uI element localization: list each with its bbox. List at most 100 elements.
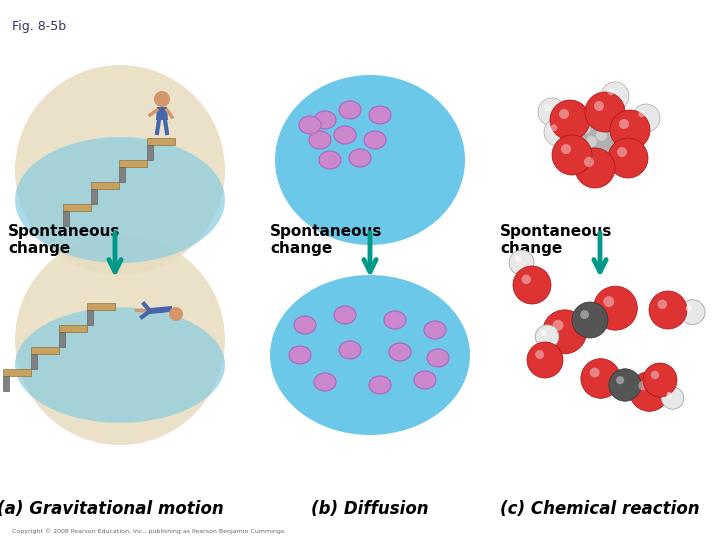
Circle shape (607, 89, 614, 95)
Circle shape (680, 300, 705, 325)
Ellipse shape (15, 235, 225, 445)
Text: (c) Chemical reaction: (c) Chemical reaction (500, 500, 700, 518)
Circle shape (632, 104, 660, 132)
Ellipse shape (314, 373, 336, 391)
Circle shape (559, 109, 569, 119)
Ellipse shape (364, 131, 386, 149)
Ellipse shape (349, 149, 371, 167)
Circle shape (509, 250, 534, 275)
Circle shape (535, 350, 544, 359)
Text: Copyright © 2008 Pearson Education, Inc., publishing as Pearson Benjamin Cumming: Copyright © 2008 Pearson Education, Inc.… (12, 528, 286, 534)
Bar (91, 189, 96, 205)
Bar (3, 369, 31, 376)
Text: Spontaneous
change: Spontaneous change (270, 224, 382, 256)
Ellipse shape (309, 131, 331, 149)
Circle shape (603, 296, 614, 307)
Ellipse shape (339, 341, 361, 359)
Text: Fig. 8-5b: Fig. 8-5b (12, 20, 66, 33)
Circle shape (515, 256, 521, 262)
Circle shape (662, 387, 684, 409)
Circle shape (572, 302, 608, 338)
Circle shape (610, 110, 650, 150)
Ellipse shape (427, 349, 449, 367)
Ellipse shape (294, 316, 316, 334)
Circle shape (541, 330, 546, 336)
Circle shape (552, 135, 592, 175)
Bar (3, 376, 9, 392)
Ellipse shape (369, 106, 391, 124)
Circle shape (541, 330, 546, 336)
Ellipse shape (289, 346, 311, 364)
Ellipse shape (314, 111, 336, 129)
Text: (b) Diffusion: (b) Diffusion (311, 500, 429, 518)
Ellipse shape (339, 101, 361, 119)
Circle shape (662, 387, 684, 409)
Circle shape (581, 359, 621, 399)
Bar (59, 326, 87, 332)
Circle shape (576, 126, 620, 170)
Ellipse shape (319, 151, 341, 169)
Circle shape (570, 113, 614, 157)
Circle shape (536, 325, 559, 348)
Circle shape (593, 286, 637, 330)
Circle shape (680, 300, 705, 325)
Circle shape (590, 368, 600, 377)
Circle shape (617, 147, 627, 157)
Circle shape (639, 110, 645, 117)
Text: Spontaneous
change: Spontaneous change (500, 224, 613, 256)
Circle shape (643, 363, 677, 397)
Circle shape (594, 101, 604, 111)
Ellipse shape (15, 307, 225, 423)
Bar (63, 211, 68, 226)
Text: Spontaneous
change: Spontaneous change (8, 224, 120, 256)
Circle shape (509, 250, 534, 275)
Text: (a) Gravitational motion: (a) Gravitational motion (0, 500, 223, 518)
Polygon shape (156, 107, 168, 120)
Circle shape (580, 310, 589, 319)
Ellipse shape (15, 65, 225, 275)
Circle shape (586, 120, 630, 164)
Circle shape (154, 91, 170, 107)
Circle shape (609, 369, 642, 401)
Circle shape (586, 136, 597, 147)
Circle shape (584, 157, 594, 167)
Ellipse shape (384, 311, 406, 329)
Ellipse shape (270, 275, 470, 435)
Bar (87, 303, 115, 310)
Bar (147, 145, 153, 160)
Ellipse shape (15, 137, 225, 263)
Ellipse shape (299, 116, 321, 134)
Circle shape (561, 144, 571, 154)
Circle shape (667, 392, 672, 397)
Circle shape (575, 148, 615, 188)
Circle shape (550, 100, 590, 140)
Bar (31, 347, 59, 354)
Circle shape (527, 342, 563, 378)
Circle shape (649, 291, 687, 329)
Circle shape (544, 104, 552, 111)
Ellipse shape (414, 371, 436, 389)
Ellipse shape (334, 126, 356, 144)
Bar (147, 138, 175, 145)
Circle shape (686, 305, 692, 312)
Circle shape (657, 300, 667, 309)
Circle shape (629, 372, 669, 411)
Ellipse shape (275, 75, 465, 245)
Circle shape (538, 98, 566, 126)
Ellipse shape (369, 376, 391, 394)
Circle shape (169, 307, 183, 321)
Bar (119, 167, 125, 183)
Circle shape (651, 370, 659, 379)
Ellipse shape (389, 343, 411, 361)
Circle shape (513, 266, 551, 304)
Ellipse shape (334, 306, 356, 324)
Circle shape (639, 381, 648, 390)
Bar (119, 160, 147, 167)
Circle shape (596, 130, 607, 141)
Circle shape (667, 392, 672, 397)
Polygon shape (150, 306, 172, 314)
Circle shape (686, 305, 692, 312)
Circle shape (585, 92, 625, 132)
Bar (63, 205, 91, 211)
Circle shape (608, 138, 648, 178)
